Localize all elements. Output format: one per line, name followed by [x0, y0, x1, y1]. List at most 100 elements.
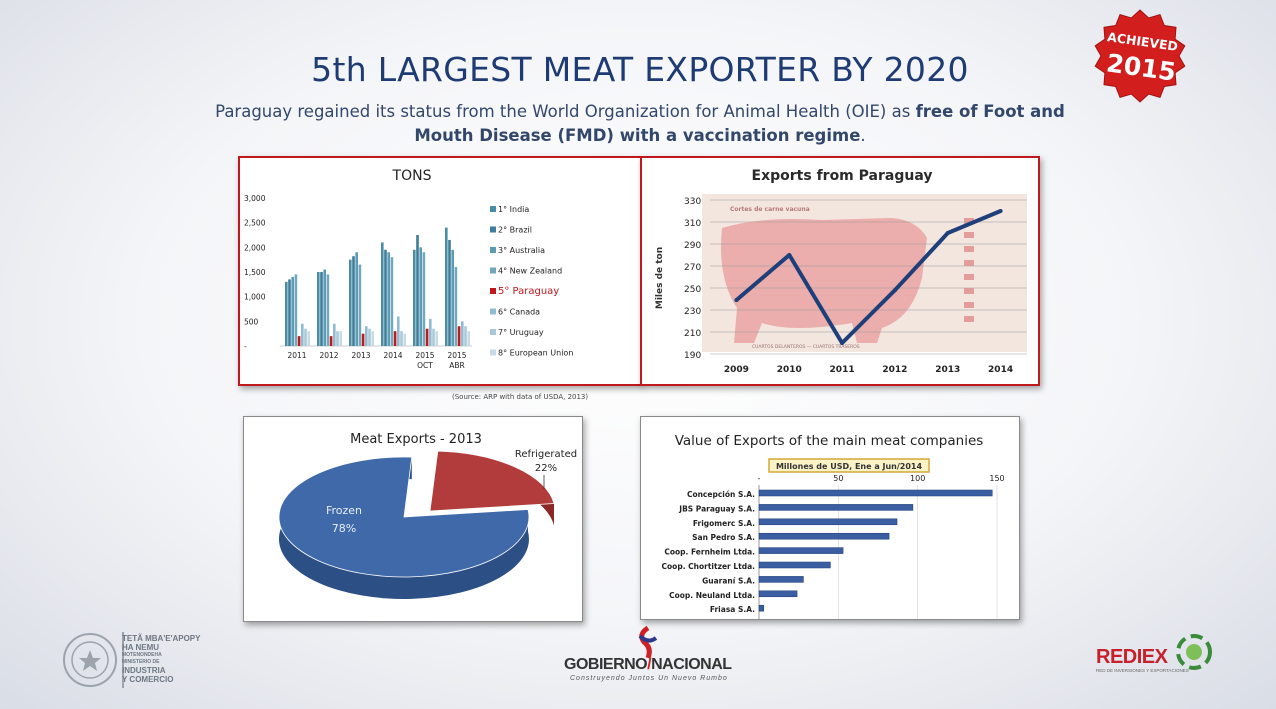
exports-xtick: 2014 — [988, 365, 1013, 375]
slide-subtitle: Paraguay regained its status from the Wo… — [190, 100, 1090, 148]
tons-ytick: 1,500 — [244, 268, 266, 277]
tons-bar — [329, 336, 333, 346]
exports-point — [892, 288, 897, 293]
exports-ytick: 230 — [684, 307, 701, 317]
tons-bars — [285, 227, 470, 346]
tons-bar — [432, 328, 435, 346]
diagram-heading: Cortes de carne vacuna — [730, 206, 810, 213]
gobierno-logo: GOBIERNO/NACIONAL Construyendo Juntos Un… — [560, 626, 740, 686]
tons-xtick-sub: ABR — [449, 361, 465, 370]
tons-bar — [358, 264, 362, 346]
ministry-divider — [122, 632, 124, 688]
tons-bar — [467, 331, 470, 346]
tons-xtick-sub: OCT — [417, 361, 433, 370]
pie-label-frozen-value: 78% — [332, 522, 356, 535]
tons-bar — [323, 269, 326, 346]
ministry-logo: TETÃ MBA'E'APOPY HA NEMU MOTENONDEHA MIN… — [62, 632, 212, 692]
tons-bar — [384, 249, 387, 346]
exports-ylabel: Miles de ton — [655, 247, 665, 309]
value-bar — [758, 489, 993, 497]
tons-bar — [429, 318, 432, 346]
pie-slice — [429, 450, 555, 512]
value-bars — [758, 489, 993, 626]
tons-legend-swatch — [490, 329, 496, 335]
tons-bar — [381, 242, 384, 346]
pie-label-frozen-name: Frozen — [326, 504, 362, 517]
exports-chart-panel: Exports from Paraguay Cortes de carne va… — [640, 156, 1040, 386]
value-xtick: 50 — [833, 474, 843, 483]
tons-legend-swatch — [490, 308, 496, 315]
tons-legend-swatch — [490, 226, 496, 233]
value-category-label: Coop. Fernheim Ltda. — [664, 548, 755, 557]
value-chart-panel: Value of Exports of the main meat compan… — [640, 416, 1020, 631]
tons-bar — [445, 227, 448, 346]
exports-chart-title: Exports from Paraguay — [752, 168, 933, 184]
value-bar — [758, 590, 798, 598]
exports-point — [787, 253, 792, 257]
tons-bar — [317, 272, 320, 346]
tons-bar — [355, 252, 358, 346]
value-bar — [758, 561, 831, 569]
exports-point — [945, 231, 950, 235]
rediex-logo: REDIEX RED DE INVERSIONES Y EXPORTACIONE… — [1094, 632, 1224, 682]
tons-bar — [352, 256, 355, 346]
tons-bar — [326, 274, 330, 346]
value-chart: Value of Exports of the main meat compan… — [662, 433, 1005, 631]
tons-bar — [416, 235, 419, 346]
ministry-line6: Y COMERCIO — [122, 675, 174, 684]
pie-chart: Meat Exports - 2013 Refrigerated 22% Fro… — [278, 432, 577, 599]
ministry-line4: MINISTERIO DE — [122, 659, 160, 665]
exports-ytick: 310 — [684, 219, 701, 229]
tons-legend-swatch — [490, 206, 496, 212]
value-category-label: JBS Paraguay S.A. — [678, 504, 755, 513]
slide-title: 5th LARGEST MEAT EXPORTER BY 2020 — [311, 50, 969, 89]
exports-point — [840, 341, 845, 345]
tons-bar — [400, 331, 403, 346]
ministry-line2: HA NEMU — [122, 643, 160, 652]
gobierno-emblem-icon — [638, 626, 658, 659]
tons-bar — [419, 247, 422, 346]
exports-line — [735, 209, 1002, 345]
tons-legend: 1° India 2° Brazil 3° Australia 4° New Zeal… — [490, 205, 573, 358]
tons-bar — [413, 249, 416, 346]
pie-label-refrigerated-name: Refrigerated — [515, 449, 577, 460]
tons-chart-title: TONS — [392, 168, 432, 184]
tons-legend-label: 8° European Union — [498, 349, 573, 358]
tons-xtick: 2014 — [383, 351, 402, 360]
tons-ytick: 2,500 — [244, 219, 266, 228]
tons-bar — [454, 267, 458, 346]
value-xtick: 100 — [910, 474, 925, 483]
subtitle-text: Paraguay regained its status from the Wo… — [215, 102, 916, 121]
value-bar — [758, 518, 898, 526]
tons-ytick: - — [244, 342, 247, 351]
exports-series-line — [734, 209, 1003, 345]
value-chart-subtitle: Millones de USD, Ene a Jun/2014 — [776, 462, 923, 471]
ministry-line1: TETÃ MBA'E'APOPY — [122, 634, 201, 643]
badge-starburst — [1094, 9, 1186, 103]
tons-ytick: 1,000 — [244, 293, 266, 302]
ministry-name: TETÃ MBA'E'APOPY HA NEMU MOTENONDEHA MIN… — [122, 634, 200, 684]
tons-legend-label: 1° India — [498, 205, 529, 214]
tons-xtick: 2013 — [351, 351, 370, 360]
value-bar — [758, 576, 804, 583]
ministry-seal-icon — [63, 633, 117, 687]
tons-legend-label: 7° Uruguay — [498, 328, 544, 337]
tons-xtick: 2012 — [319, 351, 338, 360]
tons-bar — [435, 331, 438, 346]
pie-label-refrigerated-value: 22% — [535, 463, 557, 474]
tons-bar — [297, 336, 301, 346]
value-chart-subtitle-box — [768, 458, 930, 473]
tons-bar — [397, 316, 400, 346]
value-category-label: Frigomerc S.A. — [693, 519, 755, 528]
tons-bar — [387, 252, 390, 346]
exports-axis: 330 310 290 270 250 230 210 190 2009 2010 2011 2012… — [684, 197, 1027, 375]
tons-bar — [371, 331, 374, 346]
exports-ytick: 290 — [684, 241, 701, 251]
exports-ytick: 210 — [684, 329, 701, 339]
value-bar — [758, 504, 914, 511]
tons-axis: 3,000 2,500 2,000 1,500 1,000 500 - 2011 2012 201… — [244, 194, 472, 370]
tons-bar — [336, 331, 339, 346]
ministry-line3: MOTENONDEHA — [122, 652, 162, 658]
value-category-label: Guaraní S.A. — [702, 576, 755, 585]
tons-bar — [339, 331, 342, 346]
